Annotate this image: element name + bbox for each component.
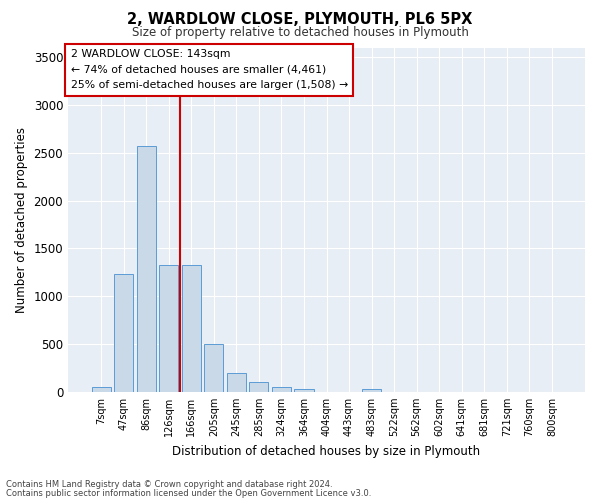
Bar: [272, 387, 291, 392]
Text: 2 WARDLOW CLOSE: 143sqm
← 74% of detached houses are smaller (4,461)
25% of semi: 2 WARDLOW CLOSE: 143sqm ← 74% of detache…: [71, 49, 348, 90]
Text: Contains public sector information licensed under the Open Government Licence v3: Contains public sector information licen…: [6, 489, 371, 498]
Bar: [182, 264, 201, 392]
Bar: [137, 146, 156, 392]
Bar: [204, 344, 223, 392]
Bar: [295, 390, 314, 392]
Bar: [92, 386, 110, 392]
Text: Contains HM Land Registry data © Crown copyright and database right 2024.: Contains HM Land Registry data © Crown c…: [6, 480, 332, 489]
Y-axis label: Number of detached properties: Number of detached properties: [15, 126, 28, 312]
Text: 2, WARDLOW CLOSE, PLYMOUTH, PL6 5PX: 2, WARDLOW CLOSE, PLYMOUTH, PL6 5PX: [127, 12, 473, 28]
Bar: [227, 373, 246, 392]
X-axis label: Distribution of detached houses by size in Plymouth: Distribution of detached houses by size …: [172, 444, 481, 458]
Bar: [250, 382, 268, 392]
Bar: [159, 264, 178, 392]
Text: Size of property relative to detached houses in Plymouth: Size of property relative to detached ho…: [131, 26, 469, 39]
Bar: [362, 390, 381, 392]
Bar: [114, 274, 133, 392]
